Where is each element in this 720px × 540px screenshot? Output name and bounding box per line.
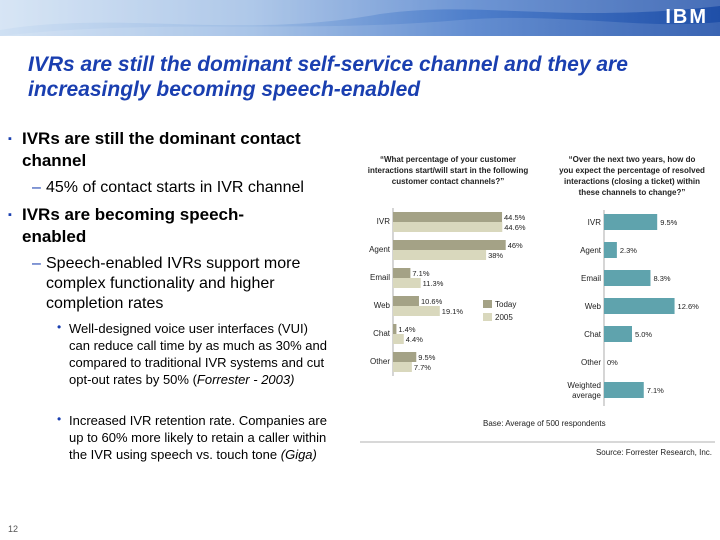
sub-bullet-speech-ivrs: – Speech-enabled IVRs support more compl… [32,255,301,312]
chart2-data-label: 0% [607,358,618,367]
chart1-data-label: 9.5% [418,353,435,362]
detail-bullet-retention: • Increased IVR retention rate. Companie… [57,412,327,462]
chart2-category-label: Agent [580,246,602,255]
chart2-title-line: interactions (closing a ticket) within [564,177,700,186]
chart1-bar-2005 [393,334,404,344]
chart-resolved-interactions: “Over the next two years, how do you expe… [559,155,705,406]
chart1-bar-today [393,268,411,278]
chart1-category-label: Other [370,357,390,366]
dot-icon: • [57,412,62,426]
chart1-category-label: Email [370,273,390,282]
chart1-category-label: Agent [369,245,391,254]
chart2-data-label: 9.5% [660,218,677,227]
chart2-bar [604,242,617,258]
chart1-data-label: 11.3% [423,279,444,288]
chart-contact-channels: “What percentage of your customer interac… [368,155,529,376]
chart2-data-label: 5.0% [635,330,652,339]
dash-icon: – [32,255,41,272]
chart1-bar-2005 [393,222,503,232]
dot-icon: • [57,320,62,334]
chart2-data-label: 12.6% [678,302,700,311]
bullet-speech-enabled: ▪ IVRs are becoming speech- enabled [8,205,245,246]
chart2-category-label: Email [581,274,601,283]
chart1-bar-today [393,352,417,362]
chart1-bar-2005 [393,278,421,288]
chart1-data-label: 1.4% [398,325,415,334]
chart1-title-line: interactions start/will start in the fol… [368,166,529,175]
citation-forrester: Forrester - 2003) [196,372,295,387]
chart2-title-line: these channels to change?” [579,188,686,197]
chart2-category-label: Other [581,358,601,367]
chart1-data-label: 10.6% [421,297,443,306]
chart2-title-line: you expect the percentage of resolved [559,166,705,175]
chart1-legend-swatch [483,300,492,308]
chart1-bar-today [393,296,419,306]
sub-bullet-45-percent: – 45% of contact starts in IVR channel [32,179,304,196]
chart2-category-label: IVR [588,218,602,227]
chart1-title-line: “What percentage of your customer [380,155,516,164]
chart2-category-label: average [572,391,601,400]
bullet-square-icon: ▪ [8,133,12,145]
chart1-bar-today [393,324,397,334]
detail-bullet-vui: • Well-designed voice user interfaces (V… [57,320,327,387]
chart1-data-label: 38% [488,251,503,260]
citation-giga: (Giga) [280,447,317,462]
chart2-category-label: Chat [584,330,602,339]
dash-icon: – [32,179,41,196]
chart1-data-label: 7.1% [412,269,429,278]
chart1-data-label: 4.4% [406,335,423,344]
chart1-bar-2005 [393,306,440,316]
chart1-bar-today [393,212,503,222]
chart1-category-label: Web [374,301,391,310]
chart1-legend-label: 2005 [495,313,513,322]
chart2-data-label: 2.3% [620,246,637,255]
header-banner: IBM [0,0,720,36]
chart2-bar [604,326,632,342]
chart2-bar [604,270,651,286]
chart1-title-line: customer contact channels?” [392,177,504,186]
chart2-bar [604,298,675,314]
chart1-category-label: IVR [377,217,391,226]
chart1-bar-2005 [393,362,412,372]
slide-title: IVRs are still the dominant self-service… [28,52,718,102]
chart1-legend-label: Today [495,300,516,309]
chart2-bar [604,214,658,230]
chart-base-note: Base: Average of 500 respondents [483,419,606,428]
chart1-legend-swatch [483,313,492,321]
chart1-bar-2005 [393,250,487,260]
chart2-title-line: “Over the next two years, how do [569,155,696,164]
chart1-data-label: 44.6% [504,223,526,232]
chart2-bar [604,382,644,398]
chart-source-note: Source: Forrester Research, Inc. [596,448,712,457]
chart2-data-label: 7.1% [647,386,664,395]
ibm-logo: IBM [665,6,708,28]
chart1-data-label: 44.5% [504,213,526,222]
bullet-square-icon: ▪ [8,209,12,221]
chart1-category-label: Chat [373,329,391,338]
page-number: 12 [8,524,19,534]
bullet-ivr-dominant: ▪ IVRs are still the dominant contact ch… [8,129,301,170]
chart1-data-label: 46% [508,241,523,250]
chart1-data-label: 7.7% [414,363,431,372]
chart2-category-label: Web [585,302,602,311]
banner-wave-decoration [0,0,720,36]
slide-title-line-1: IVRs are still the dominant self-service… [28,53,628,76]
forrester-charts: “What percentage of your customer interac… [360,155,715,457]
chart1-bar-today [393,240,506,250]
chart2-data-label: 8.3% [653,274,670,283]
chart1-data-label: 19.1% [442,307,464,316]
chart2-category-label: Weighted [567,381,601,390]
slide-title-line-2: increasingly becoming speech-enabled [28,78,421,101]
bullet-list: ▪ IVRs are still the dominant contact ch… [8,128,360,469]
